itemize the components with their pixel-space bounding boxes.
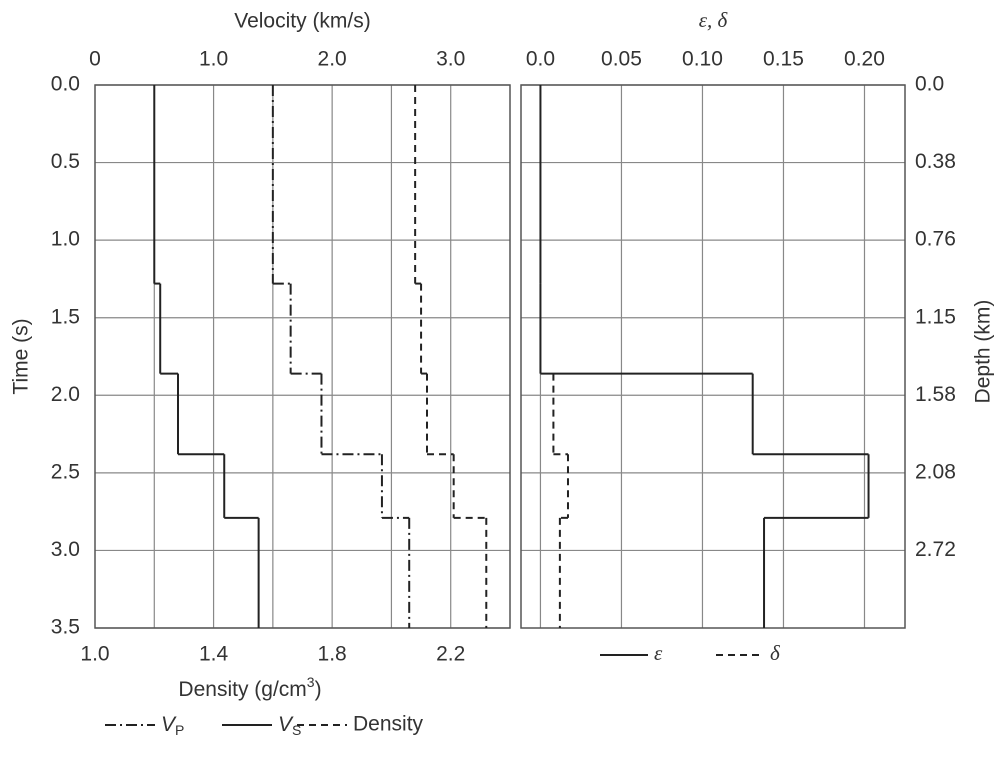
x-tick-label: 3.0 bbox=[436, 48, 465, 71]
x2-tick-label: 1.0 bbox=[80, 643, 109, 666]
x-tick-label: 0.15 bbox=[763, 48, 804, 71]
y2-tick-label: 2.72 bbox=[915, 538, 956, 561]
y2-tick-label: 1.15 bbox=[915, 305, 956, 328]
plot-frame bbox=[94, 84, 511, 629]
x2-tick-label: 2.2 bbox=[436, 643, 465, 666]
x-axis-label: ε, δ bbox=[699, 8, 729, 32]
legend-label: ε bbox=[654, 641, 663, 665]
y2-tick-label: 0.38 bbox=[915, 150, 956, 173]
y-tick-label: 1.0 bbox=[51, 228, 80, 251]
legend-label: Density bbox=[353, 713, 424, 736]
x-tick-label: 1.0 bbox=[199, 48, 228, 71]
x-tick-label: 0.05 bbox=[601, 48, 642, 71]
y-tick-label: 0.0 bbox=[51, 73, 80, 96]
y-tick-label: 2.5 bbox=[51, 460, 80, 483]
y2-axis-label: Depth (km) bbox=[972, 300, 995, 404]
x2-tick-label: 1.8 bbox=[318, 643, 347, 666]
legend-label: VS bbox=[278, 713, 301, 738]
x-tick-label: 0.20 bbox=[844, 48, 885, 71]
y-tick-label: 3.0 bbox=[51, 538, 80, 561]
y-tick-label: 0.5 bbox=[51, 150, 80, 173]
x-tick-label: 2.0 bbox=[318, 48, 347, 71]
plot-frame bbox=[520, 84, 906, 629]
x-tick-label: 0.10 bbox=[682, 48, 723, 71]
y2-tick-label: 0.76 bbox=[915, 228, 956, 251]
legend-label: δ bbox=[770, 641, 781, 665]
y-axis-label: Time (s) bbox=[10, 318, 33, 394]
x2-tick-label: 1.4 bbox=[199, 643, 229, 666]
y-tick-label: 3.5 bbox=[51, 616, 80, 639]
y-tick-label: 2.0 bbox=[51, 383, 80, 406]
y-tick-label: 1.5 bbox=[51, 305, 80, 328]
x-tick-label: 0.0 bbox=[526, 48, 555, 71]
y2-tick-label: 1.58 bbox=[915, 383, 956, 406]
x-axis-label: Velocity (km/s) bbox=[234, 10, 371, 33]
legend-label: VP bbox=[161, 713, 184, 738]
y2-tick-label: 0.0 bbox=[915, 73, 944, 96]
y2-tick-label: 2.08 bbox=[915, 460, 956, 483]
x2-axis-label: Density (g/cm3) bbox=[178, 674, 321, 701]
x-tick-label: 0 bbox=[89, 48, 101, 71]
